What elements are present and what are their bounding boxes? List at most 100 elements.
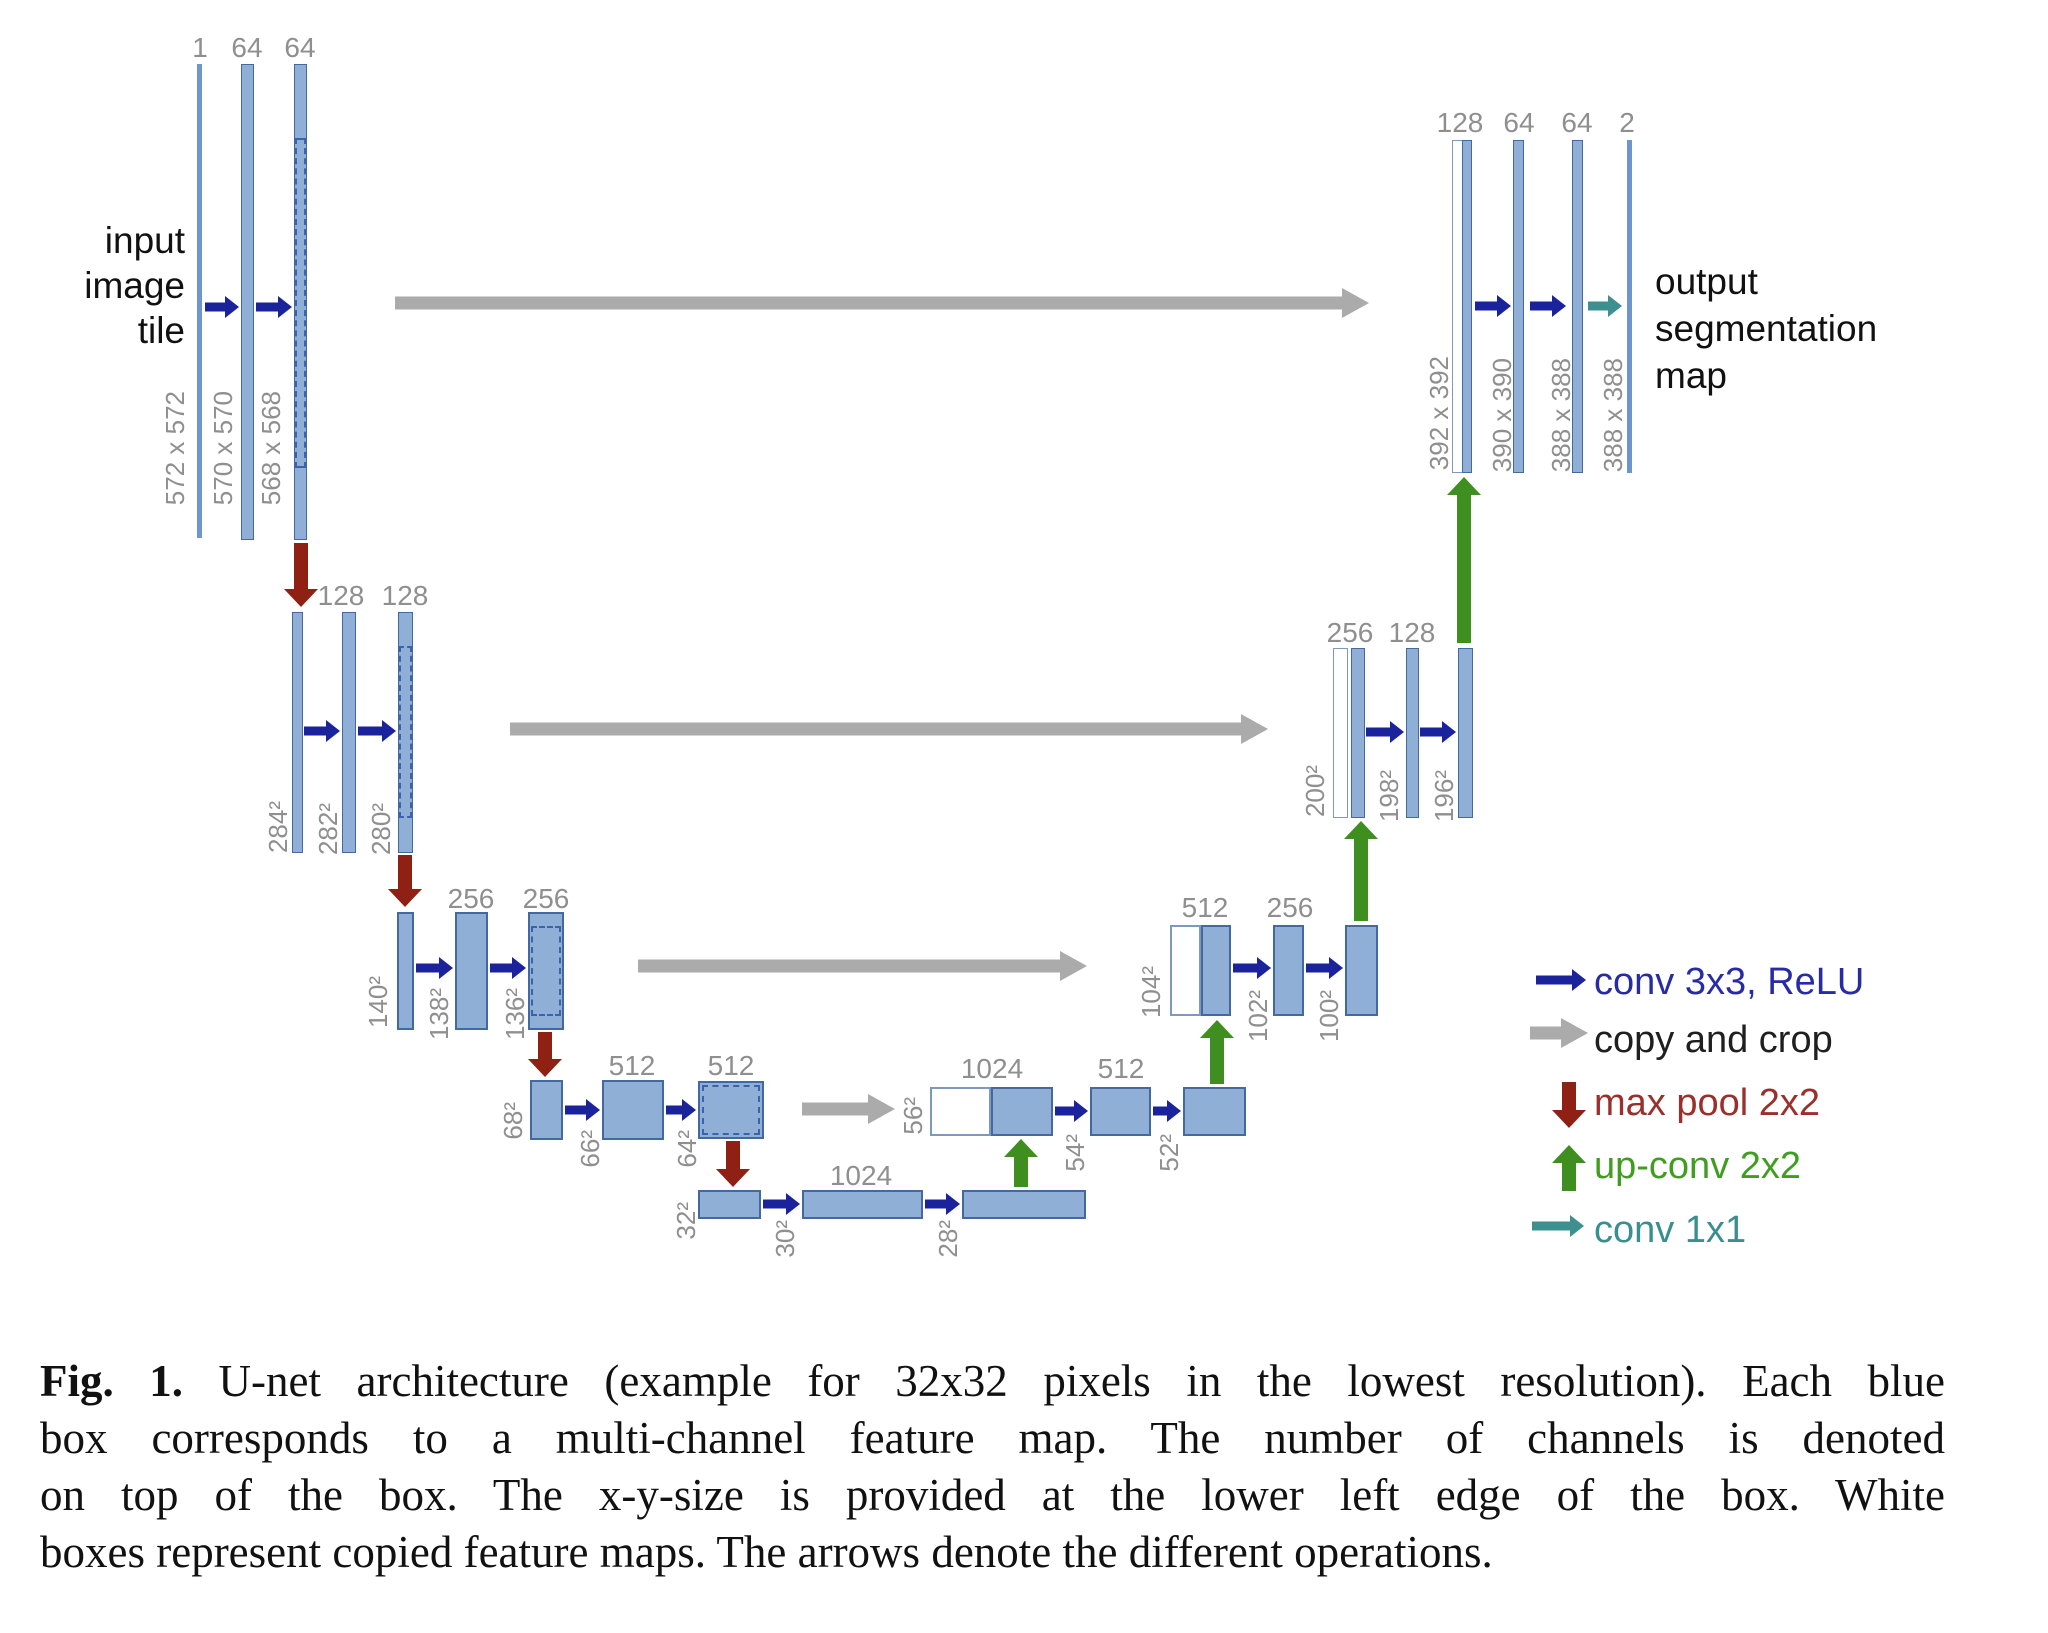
dec-l1-upconv-column [1462,140,1472,473]
size-label: 568 x 568 [256,390,286,505]
size-label: 282² [313,802,343,855]
enc-l4-feature-column-1 [602,1080,664,1140]
enc-l2-crop-outline [399,646,412,818]
conv-1x1-arrow [1588,294,1622,318]
enc-l4-feature-column-0 [530,1080,563,1140]
channel-label: 256 [1266,892,1314,923]
channel-label: 128 [1388,617,1436,648]
channel-label: 128 [381,580,429,611]
conv-arrow [304,719,340,743]
enc-l1-feature-column-2 [294,64,307,540]
bottom-feature-column-0 [698,1190,761,1219]
conv-arrow [1420,720,1456,744]
size-label: 392 x 392 [1424,355,1454,470]
caption-line-1: Fig. 1. U-net architecture (example for … [40,1356,1946,1406]
channel-label: 512 [707,1050,755,1081]
conv-arrow [205,295,239,319]
enc-l2-feature-column-0 [292,612,303,853]
conv-arrow [565,1098,600,1122]
channel-label: 1 [192,32,208,63]
channel-label: 128 [1436,107,1484,138]
dec-l3-feature-column-1 [1273,925,1304,1016]
enc-l1-feature-column-1 [241,64,254,540]
size-label: 66² [575,1130,605,1168]
dec-l1-output-column [1627,140,1632,473]
enc-l3-crop-outline [531,926,561,1016]
legend-item-conv-label: conv 3x3, ReLU [1594,961,1865,1003]
channel-label: 64 [284,32,316,63]
copy-and-crop-arrow [510,714,1268,744]
size-label: 56² [898,1097,928,1135]
enc-l1-crop-outline [295,138,306,468]
enc-l4-crop-outline [702,1085,760,1135]
caption-fig-label: Fig. 1. [40,1356,184,1406]
conv-arrow [416,956,453,980]
conv-arrow [666,1098,696,1122]
legend-item-max-pool-label: max pool 2x2 [1594,1082,1821,1124]
size-label: 284² [263,800,293,853]
channel-label: 256 [447,883,495,914]
legend-up-conv-arrow-icon [1551,1145,1587,1191]
legend-item-copy-label: copy and crop [1594,1019,1833,1061]
enc-l2-feature-column-1 [342,612,356,853]
size-label: 280² [366,802,396,855]
input-image-tile-label: input image tile [84,220,185,351]
enc-l2-feature-column-2 [398,612,413,853]
conv-arrow [1233,956,1271,980]
size-label: 102² [1243,989,1273,1042]
legend-item-conv-1x1-label: conv 1x1 [1594,1209,1747,1251]
output-segmentation-map-label: output segmentation map [1655,261,1878,396]
conv-arrow [763,1192,800,1216]
up-conv-arrow [1446,477,1482,643]
size-label: 388 x 388 [1546,357,1576,472]
dec-l2-copied-white-box [1333,648,1348,818]
size-label: 572 x 572 [160,390,190,505]
conv-arrow [256,295,292,319]
legend-conv-arrow-icon [1536,968,1586,992]
conv-arrow [1153,1099,1181,1123]
conv-arrow [925,1192,960,1216]
channel-label: 64 [1561,107,1593,138]
dec-l4-copied-white-box [930,1087,991,1136]
channel-label: 256 [522,883,570,914]
channel-label: 128 [317,580,365,611]
conv-arrow [1475,294,1511,318]
channel-label: 512 [1097,1053,1145,1084]
conv-arrow [1055,1099,1088,1123]
up-conv-arrow [1199,1020,1235,1084]
max-pool-arrow [527,1032,563,1077]
dec-l4-feature-column-1 [1090,1087,1151,1136]
enc-l1-input-column [197,64,202,538]
size-label: 28² [933,1220,963,1258]
legend-max-pool-arrow-icon [1551,1082,1587,1128]
legend-item-up-conv-label: up-conv 2x2 [1594,1145,1802,1187]
copy-and-crop-arrow [638,951,1087,981]
size-label: 64² [672,1130,702,1168]
enc-l4-feature-column-2 [698,1081,764,1139]
caption-line-3: on top of the box. The x-y-size is provi… [40,1470,1945,1520]
up-conv-arrow [1003,1139,1039,1187]
copy-and-crop-arrow [395,288,1369,318]
dec-l2-upconv-column [1351,648,1365,818]
size-label: 32² [671,1202,701,1240]
conv-arrow [1530,294,1566,318]
size-label: 200² [1300,764,1330,817]
size-label: 390 x 390 [1487,357,1517,472]
enc-l3-feature-column-1 [455,912,488,1030]
size-label: 68² [498,1102,528,1140]
size-label: 388 x 388 [1598,357,1628,472]
channel-label: 512 [1181,892,1229,923]
channel-label: 512 [608,1050,656,1081]
legend-copy-arrow-icon [1530,1018,1588,1048]
up-conv-arrow [1343,821,1379,921]
bottom-feature-column-2 [962,1190,1086,1219]
max-pool-arrow [387,855,423,907]
size-label: 136² [500,987,530,1040]
dec-l3-upconv-column [1201,925,1231,1016]
legend-conv-1x1-arrow-icon [1532,1214,1584,1238]
size-label: 138² [424,987,454,1040]
size-label: 52² [1154,1134,1184,1172]
channel-label: 1024 [829,1160,893,1191]
dec-l4-feature-column-2 [1183,1087,1246,1136]
